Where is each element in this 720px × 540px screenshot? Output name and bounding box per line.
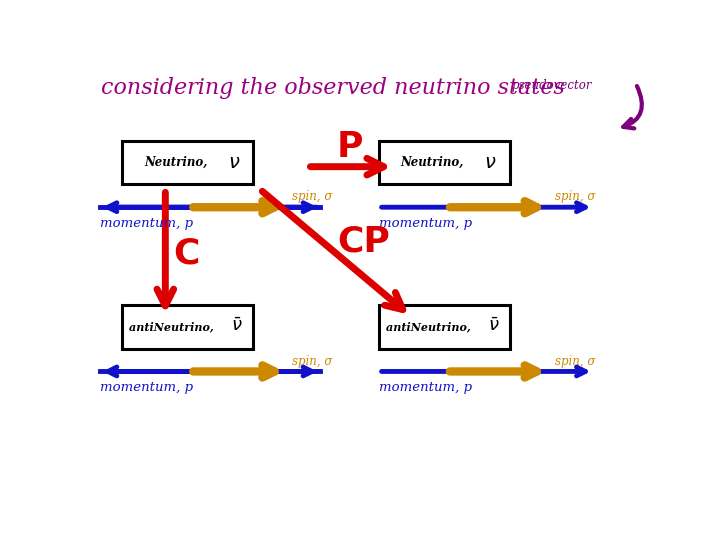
Text: Neutrino,: Neutrino, xyxy=(144,156,212,169)
Text: antiNeutrino,: antiNeutrino, xyxy=(130,321,218,332)
Text: Neutrino,: Neutrino, xyxy=(400,156,468,169)
Text: antiNeutrino,: antiNeutrino, xyxy=(386,321,474,332)
Text: pseudovector: pseudovector xyxy=(511,79,592,92)
Text: spin, σ: spin, σ xyxy=(554,355,595,368)
Text: $\nu$: $\nu$ xyxy=(485,153,497,172)
Text: spin, σ: spin, σ xyxy=(292,190,333,204)
Text: momentum, p: momentum, p xyxy=(379,381,472,394)
Bar xyxy=(122,305,253,349)
Text: $\nu$: $\nu$ xyxy=(228,153,240,172)
Text: $\bar{\nu}$: $\bar{\nu}$ xyxy=(231,316,243,334)
Text: momentum, p: momentum, p xyxy=(100,217,193,230)
Text: momentum, p: momentum, p xyxy=(379,217,472,230)
Bar xyxy=(122,141,253,184)
Text: considering the observed neutrino states: considering the observed neutrino states xyxy=(101,77,565,99)
Text: P: P xyxy=(336,130,363,164)
Text: $\bar{\nu}$: $\bar{\nu}$ xyxy=(487,316,499,334)
Text: C: C xyxy=(174,237,199,271)
Bar xyxy=(379,141,510,184)
Bar xyxy=(379,305,510,349)
Text: momentum, p: momentum, p xyxy=(100,381,193,394)
Text: spin, σ: spin, σ xyxy=(292,355,333,368)
Text: spin, σ: spin, σ xyxy=(554,190,595,204)
Text: CP: CP xyxy=(337,225,390,259)
